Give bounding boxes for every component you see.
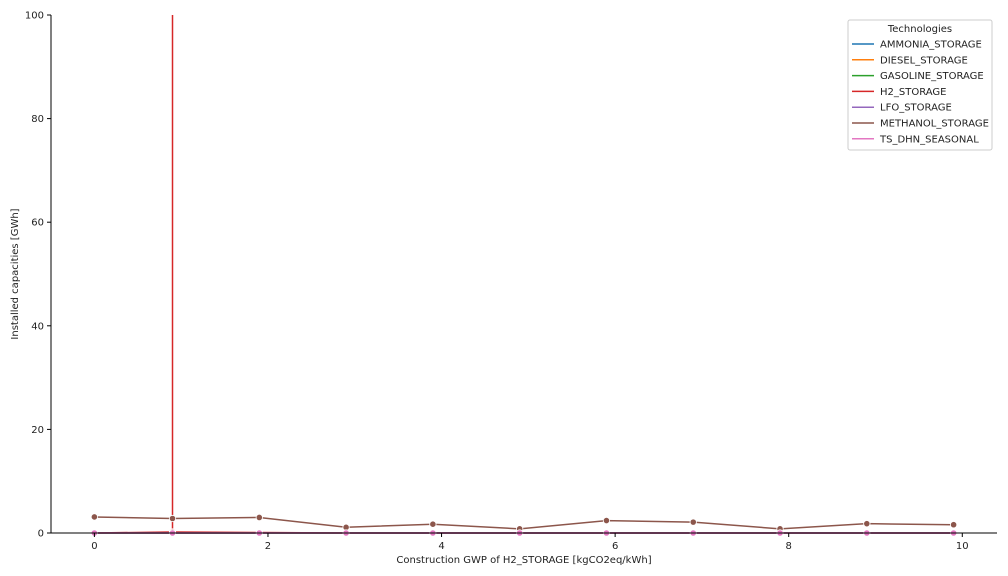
legend-item: LFO_STORAGE bbox=[852, 103, 952, 114]
y-tick-label: 20 bbox=[31, 425, 44, 436]
y-tick-label: 80 bbox=[31, 114, 44, 125]
legend-label: AMMONIA_STORAGE bbox=[880, 40, 982, 51]
legend-label: LFO_STORAGE bbox=[880, 103, 952, 114]
legend-title: Technologies bbox=[887, 24, 952, 35]
legend-item: DIESEL_STORAGE bbox=[852, 55, 968, 66]
data-point bbox=[950, 521, 958, 529]
legend-label: DIESEL_STORAGE bbox=[880, 55, 968, 66]
legend-label: METHANOL_STORAGE bbox=[880, 119, 989, 130]
x-tick-label: 6 bbox=[612, 541, 618, 552]
legend-item: METHANOL_STORAGE bbox=[852, 119, 989, 130]
data-point bbox=[429, 520, 437, 528]
legend-box bbox=[847, 19, 993, 151]
data-point bbox=[602, 516, 611, 525]
y-tick-label: 100 bbox=[25, 11, 44, 22]
data-point bbox=[168, 514, 177, 523]
series-layer bbox=[90, 15, 958, 537]
y-axis-label: Installed capacities [GWh] bbox=[10, 208, 21, 339]
legend-item: AMMONIA_STORAGE bbox=[852, 40, 982, 51]
series-line-methanol_storage bbox=[94, 516, 954, 530]
legend-label: H2_STORAGE bbox=[880, 87, 946, 98]
y-tick-label: 40 bbox=[31, 321, 44, 332]
legend-label: TS_DHN_SEASONAL bbox=[879, 134, 979, 145]
data-point bbox=[863, 520, 871, 528]
x-tick-label: 8 bbox=[786, 541, 792, 552]
legend-label: GASOLINE_STORAGE bbox=[880, 71, 984, 82]
legend-item: GASOLINE_STORAGE bbox=[852, 71, 984, 82]
legend-item: H2_STORAGE bbox=[852, 87, 946, 98]
data-point bbox=[90, 513, 98, 521]
x-tick-label: 4 bbox=[438, 541, 444, 552]
x-tick-label: 0 bbox=[91, 541, 97, 552]
data-point bbox=[255, 513, 263, 522]
data-point bbox=[689, 518, 697, 526]
legend-item: TS_DHN_SEASONAL bbox=[852, 134, 979, 145]
x-tick-label: 2 bbox=[265, 541, 271, 552]
x-axis-label: Construction GWP of H2_STORAGE [kgCO2eq/… bbox=[396, 555, 651, 566]
legend: Technologies AMMONIA_STORAGE DIESEL_STORA… bbox=[847, 19, 993, 151]
y-tick-label: 60 bbox=[31, 218, 44, 229]
legend-items: AMMONIA_STORAGE DIESEL_STORAGE GASOLINE_ST… bbox=[852, 40, 989, 145]
y-tick-label: 0 bbox=[38, 529, 44, 540]
x-tick-label: 10 bbox=[956, 541, 969, 552]
